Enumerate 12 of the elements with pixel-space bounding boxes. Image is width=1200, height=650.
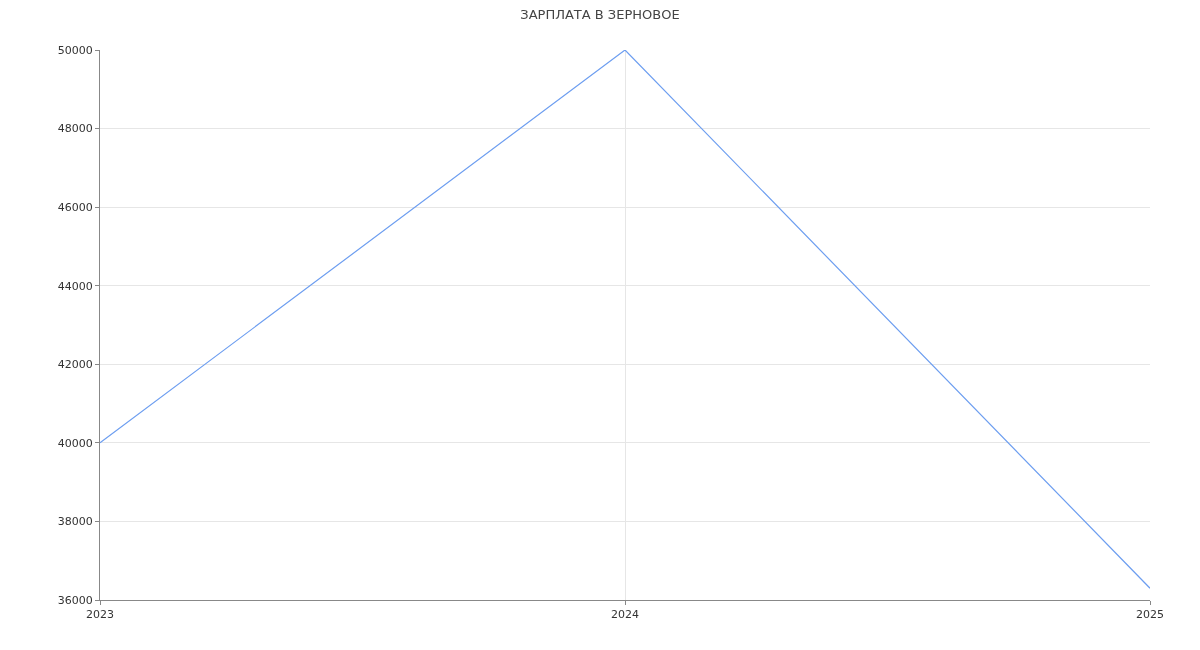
- y-tick-label: 50000: [57, 43, 93, 57]
- x-tick-label: 2023: [86, 608, 114, 622]
- y-tick-label: 36000: [57, 593, 93, 607]
- y-tick-label: 42000: [57, 358, 93, 372]
- x-tick-label: 2024: [611, 608, 639, 622]
- y-tick-label: 44000: [57, 279, 93, 293]
- chart-title: ЗАРПЛАТА В ЗЕРНОВОЕ: [520, 6, 680, 22]
- y-tick-label: 46000: [57, 200, 93, 214]
- x-tick-label: 2025: [1136, 608, 1164, 622]
- y-tick-label: 48000: [57, 122, 93, 136]
- y-tick-label: 38000: [57, 515, 93, 529]
- y-tick-label: 40000: [57, 436, 93, 450]
